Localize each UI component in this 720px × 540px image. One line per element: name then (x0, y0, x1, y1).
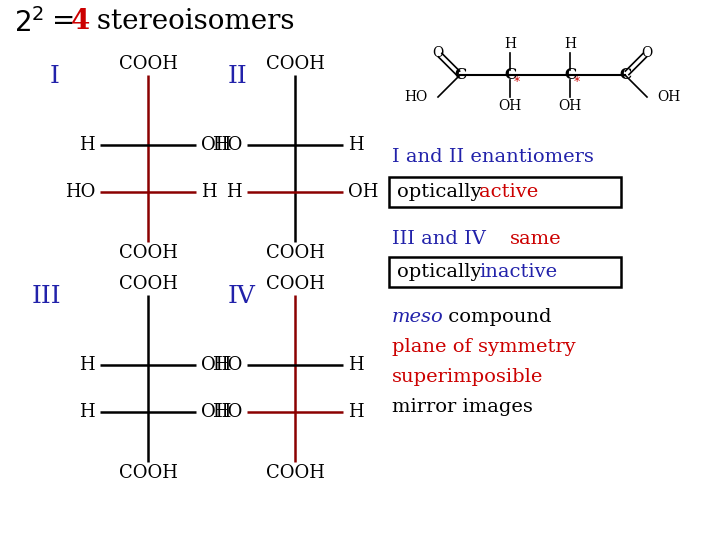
Text: C: C (619, 68, 631, 82)
Text: H: H (348, 136, 364, 154)
Text: stereoisomers: stereoisomers (88, 8, 294, 35)
Text: III: III (32, 285, 62, 308)
Text: OH: OH (559, 99, 582, 113)
Text: *: * (514, 75, 520, 87)
Text: COOH: COOH (266, 464, 325, 482)
Bar (389, 177, 621, 207)
Text: mirror images: mirror images (392, 398, 533, 416)
Text: H: H (79, 403, 95, 421)
Text: C: C (564, 68, 576, 82)
Text: COOH: COOH (266, 55, 325, 73)
Text: OH: OH (498, 99, 521, 113)
Bar (389, 257, 621, 287)
Text: OH: OH (201, 356, 231, 374)
Text: compound: compound (442, 308, 552, 326)
Text: inactive: inactive (479, 263, 557, 281)
Text: HO: HO (65, 183, 95, 201)
Text: COOH: COOH (119, 55, 177, 73)
Text: O: O (433, 46, 444, 60)
Text: OH: OH (657, 90, 680, 104)
Text: II: II (228, 65, 248, 88)
Text: $2^2$: $2^2$ (14, 8, 45, 38)
Text: III and IV: III and IV (392, 230, 492, 248)
Text: H: H (504, 37, 516, 51)
Text: I and II enantiomers: I and II enantiomers (392, 148, 594, 166)
Text: 4: 4 (71, 8, 90, 35)
Text: IV: IV (228, 285, 256, 308)
Text: C: C (504, 68, 516, 82)
Text: HO: HO (405, 90, 428, 104)
Text: meso: meso (392, 308, 444, 326)
Text: active: active (479, 183, 539, 201)
Text: OH: OH (201, 403, 231, 421)
Text: COOH: COOH (266, 275, 325, 293)
Text: COOH: COOH (266, 244, 325, 262)
Text: OH: OH (201, 136, 231, 154)
Text: optically: optically (397, 183, 487, 201)
Text: COOH: COOH (119, 275, 177, 293)
Text: H: H (226, 183, 242, 201)
Text: *: * (574, 75, 580, 87)
Text: optically: optically (397, 263, 487, 281)
Text: superimposible: superimposible (392, 368, 544, 386)
Text: H: H (348, 356, 364, 374)
Text: I: I (50, 65, 60, 88)
Text: =: = (52, 8, 84, 35)
Text: OH: OH (348, 183, 379, 201)
Text: HO: HO (212, 403, 242, 421)
Text: H: H (79, 136, 95, 154)
Text: plane of symmetry: plane of symmetry (392, 338, 575, 356)
Text: HO: HO (212, 356, 242, 374)
Text: H: H (564, 37, 576, 51)
Text: COOH: COOH (119, 244, 177, 262)
Text: H: H (201, 183, 217, 201)
Text: same: same (510, 230, 562, 248)
Text: H: H (348, 403, 364, 421)
Text: O: O (642, 46, 652, 60)
Text: HO: HO (212, 136, 242, 154)
Text: C: C (454, 68, 466, 82)
Text: H: H (79, 356, 95, 374)
Text: COOH: COOH (119, 464, 177, 482)
